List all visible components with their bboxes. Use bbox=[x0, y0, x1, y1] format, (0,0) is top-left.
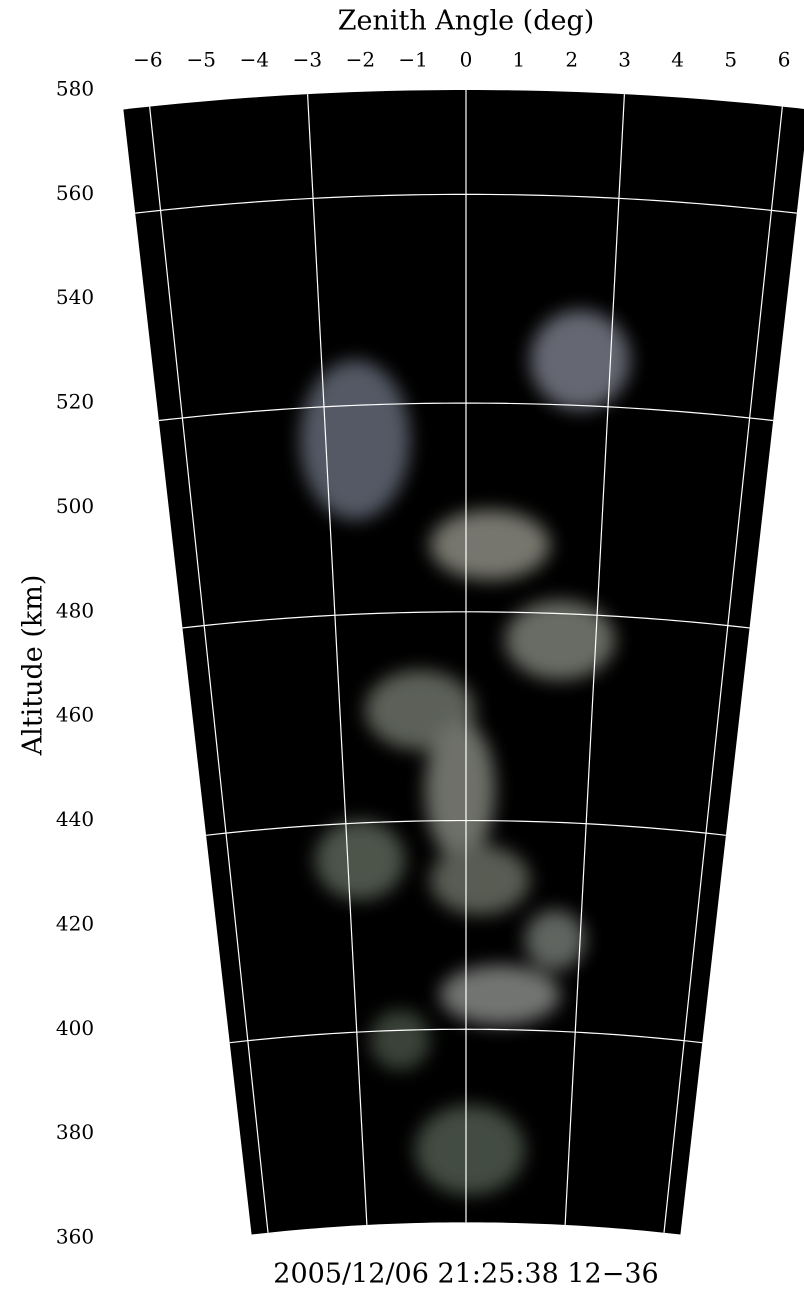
x-tick-label: 0 bbox=[460, 48, 473, 72]
x-tick-label: 1 bbox=[512, 48, 525, 72]
x-tick-label: 5 bbox=[724, 48, 737, 72]
x-tick-label: 6 bbox=[778, 48, 791, 72]
y-tick-label: 460 bbox=[56, 703, 94, 727]
y-tick-label: 540 bbox=[56, 285, 94, 309]
x-tick-label: −3 bbox=[293, 48, 322, 72]
y-tick-label: 420 bbox=[56, 911, 94, 935]
y-tick-label: 360 bbox=[56, 1225, 94, 1249]
radar-fan bbox=[123, 90, 804, 1235]
y-tick-label: 500 bbox=[56, 494, 94, 518]
caption: 2005/12/06 21:25:38 12−36 bbox=[273, 1259, 658, 1290]
chart: Zenith Angle (deg) Altitude (km) 2005/12… bbox=[0, 0, 804, 1292]
x-tick-label: −2 bbox=[346, 48, 375, 72]
x-tick-label: −5 bbox=[186, 48, 215, 72]
x-tick-label: −6 bbox=[133, 48, 162, 72]
y-tick-label: 520 bbox=[56, 390, 94, 414]
y-tick-label: 560 bbox=[56, 181, 94, 205]
y-axis-label: Altitude (km) bbox=[18, 575, 49, 757]
y-tick-label: 380 bbox=[56, 1120, 94, 1144]
x-tick-label: 2 bbox=[565, 48, 578, 72]
x-tick-label: −4 bbox=[240, 48, 269, 72]
y-tick-label: 400 bbox=[56, 1016, 94, 1040]
x-tick-label: −1 bbox=[398, 48, 427, 72]
x-tick-label: 4 bbox=[671, 48, 684, 72]
chart-title: Zenith Angle (deg) bbox=[338, 6, 595, 37]
x-tick-label: 3 bbox=[618, 48, 631, 72]
y-tick-label: 440 bbox=[56, 807, 94, 831]
y-tick-label: 480 bbox=[56, 598, 94, 622]
y-tick-label: 580 bbox=[56, 77, 94, 101]
